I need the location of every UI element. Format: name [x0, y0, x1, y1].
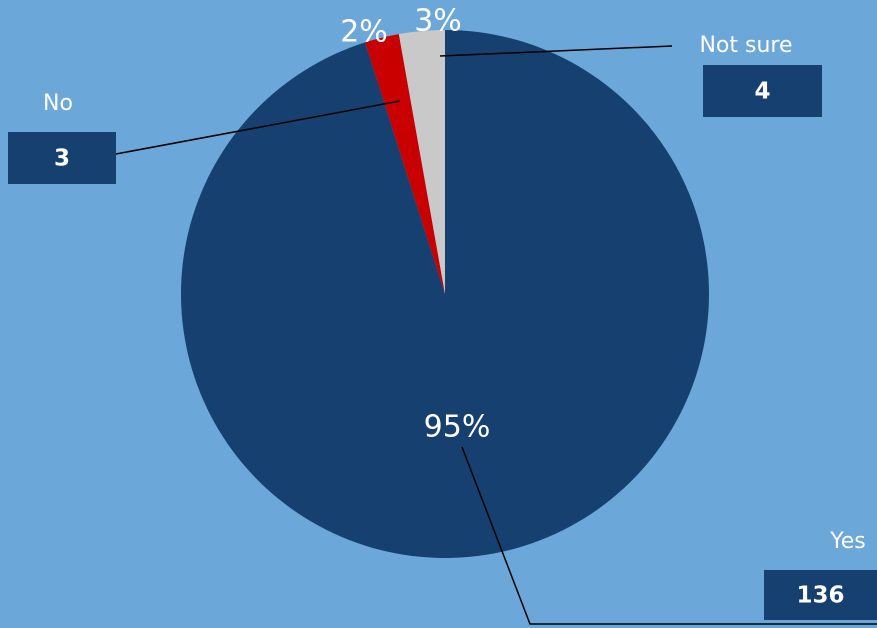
value-label-no: 3 — [54, 146, 70, 172]
value-box-no — [8, 132, 116, 184]
pie-slice-not-sure — [398, 30, 445, 294]
leader-line-no — [115, 100, 401, 155]
percent-label-not-sure: 3% — [414, 4, 462, 39]
category-label-not-sure: Not sure — [699, 33, 792, 58]
chart-labels: 95% Yes 136 2% No 3 3% Not sure 4 — [8, 4, 877, 620]
percent-label-no: 2% — [340, 15, 388, 50]
category-label-no: No — [43, 91, 73, 116]
value-label-not-sure: 4 — [754, 79, 770, 105]
pie-slices — [181, 30, 710, 558]
leader-line-not-sure — [439, 45, 673, 57]
percent-label-yes: 95% — [424, 410, 491, 445]
pie-slice-no — [365, 34, 445, 295]
value-box-not-sure — [703, 65, 822, 117]
leader-line-yes — [461, 446, 877, 625]
value-label-yes: 136 — [796, 583, 844, 609]
category-label-yes: Yes — [829, 529, 866, 554]
leader-lines — [115, 45, 877, 625]
pie-slice-yes — [181, 30, 710, 558]
value-box-yes — [764, 570, 877, 620]
